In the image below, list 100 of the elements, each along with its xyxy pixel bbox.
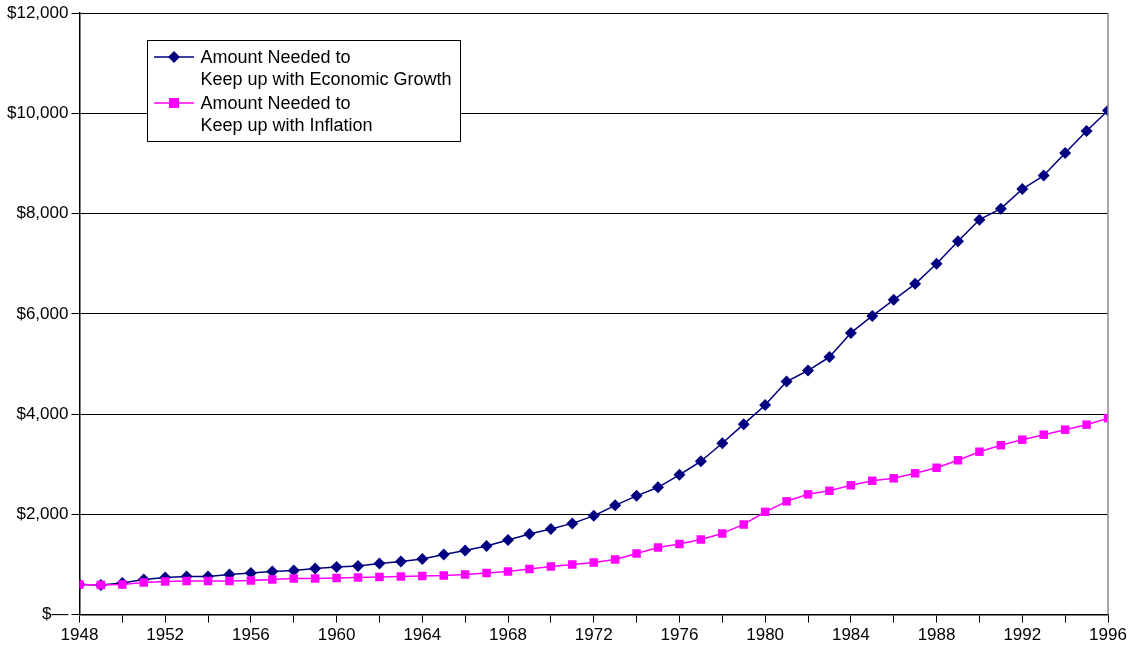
x-tick-label: 1980: [746, 625, 785, 645]
y-tick-label: $—: [41, 604, 69, 624]
point: [1082, 420, 1091, 429]
point: [566, 517, 579, 530]
point: [973, 213, 986, 226]
point: [737, 418, 750, 431]
point: [1016, 183, 1029, 196]
point: [418, 571, 427, 581]
point: [630, 489, 643, 502]
point: [1039, 430, 1048, 439]
point: [782, 497, 791, 506]
point: [396, 572, 406, 581]
point: [225, 576, 234, 586]
point: [394, 555, 407, 568]
point: [246, 576, 256, 585]
point: [910, 469, 920, 478]
point: [352, 559, 365, 572]
point: [780, 375, 793, 388]
point: [544, 522, 557, 535]
point: [182, 576, 191, 586]
y-tick-label: $8,000: [16, 203, 69, 223]
point: [653, 543, 663, 552]
point: [759, 399, 772, 412]
point: [889, 474, 898, 483]
point: [160, 577, 170, 586]
x-tick-label: 1972: [574, 625, 613, 645]
point: [460, 570, 470, 579]
point: [610, 555, 620, 564]
y-tick-label: $6,000: [16, 303, 69, 323]
point: [437, 548, 450, 561]
point: [502, 533, 515, 546]
point: [675, 539, 684, 549]
point: [609, 499, 622, 512]
x-tick-label: 1948: [60, 625, 99, 645]
x-tick-label: 1996: [1089, 625, 1127, 645]
point: [716, 437, 729, 450]
point: [439, 571, 448, 580]
point: [309, 562, 322, 575]
point: [844, 326, 857, 339]
point: [994, 202, 1007, 215]
point: [673, 468, 686, 481]
point: [975, 447, 984, 456]
point: [416, 552, 429, 565]
x-tick-label: 1988: [917, 625, 956, 645]
y-tick-label: $12,000: [7, 2, 69, 22]
point: [587, 509, 600, 522]
x-tick-label: 1952: [146, 625, 185, 645]
point: [480, 539, 493, 552]
point: [268, 575, 277, 584]
point: [887, 293, 900, 306]
point: [696, 535, 706, 544]
point: [353, 573, 363, 582]
point: [909, 277, 922, 290]
point: [523, 527, 536, 540]
y-tick-label: $2,000: [16, 504, 69, 524]
point: [1059, 147, 1072, 160]
point: [930, 257, 943, 270]
point: [652, 481, 665, 494]
point: [375, 572, 384, 582]
point: [289, 574, 298, 583]
point: [525, 564, 534, 574]
x-tick-label: 1984: [831, 625, 870, 645]
point: [1080, 124, 1093, 137]
point: [330, 560, 343, 573]
point: [310, 574, 320, 583]
x-tick-label: 1992: [1003, 625, 1042, 645]
point: [825, 486, 834, 496]
x-tick-label: 1976: [660, 625, 699, 645]
point: [139, 578, 148, 587]
point: [1037, 169, 1050, 182]
point: [823, 351, 836, 363]
legend-label: Amount Needed to Keep up with Economic Growth: [200, 46, 452, 91]
point: [1060, 425, 1070, 434]
x-tick-label: 1956: [231, 625, 270, 645]
point: [932, 463, 941, 472]
point: [503, 567, 513, 576]
x-tick-label: 1964: [403, 625, 442, 645]
y-tick-label: $4,000: [16, 403, 69, 423]
point: [803, 490, 813, 499]
legend-label: Amount Needed to Keep up with Inflation: [200, 92, 373, 137]
point: [868, 476, 877, 486]
point: [568, 560, 577, 569]
point: [739, 520, 748, 529]
point: [802, 364, 815, 377]
point: [546, 562, 556, 571]
point: [952, 235, 964, 248]
point: [718, 529, 727, 538]
point: [589, 558, 598, 567]
point: [632, 549, 641, 558]
point: [846, 481, 856, 490]
x-tick-label: 1960: [317, 625, 356, 645]
point: [332, 573, 341, 583]
point: [1018, 435, 1027, 444]
point: [482, 568, 491, 578]
x-tick-label: 1968: [489, 625, 527, 645]
point: [459, 544, 472, 557]
y-tick-label: $10,000: [7, 103, 69, 123]
point: [694, 455, 707, 468]
point: [866, 309, 879, 322]
point: [373, 557, 386, 570]
